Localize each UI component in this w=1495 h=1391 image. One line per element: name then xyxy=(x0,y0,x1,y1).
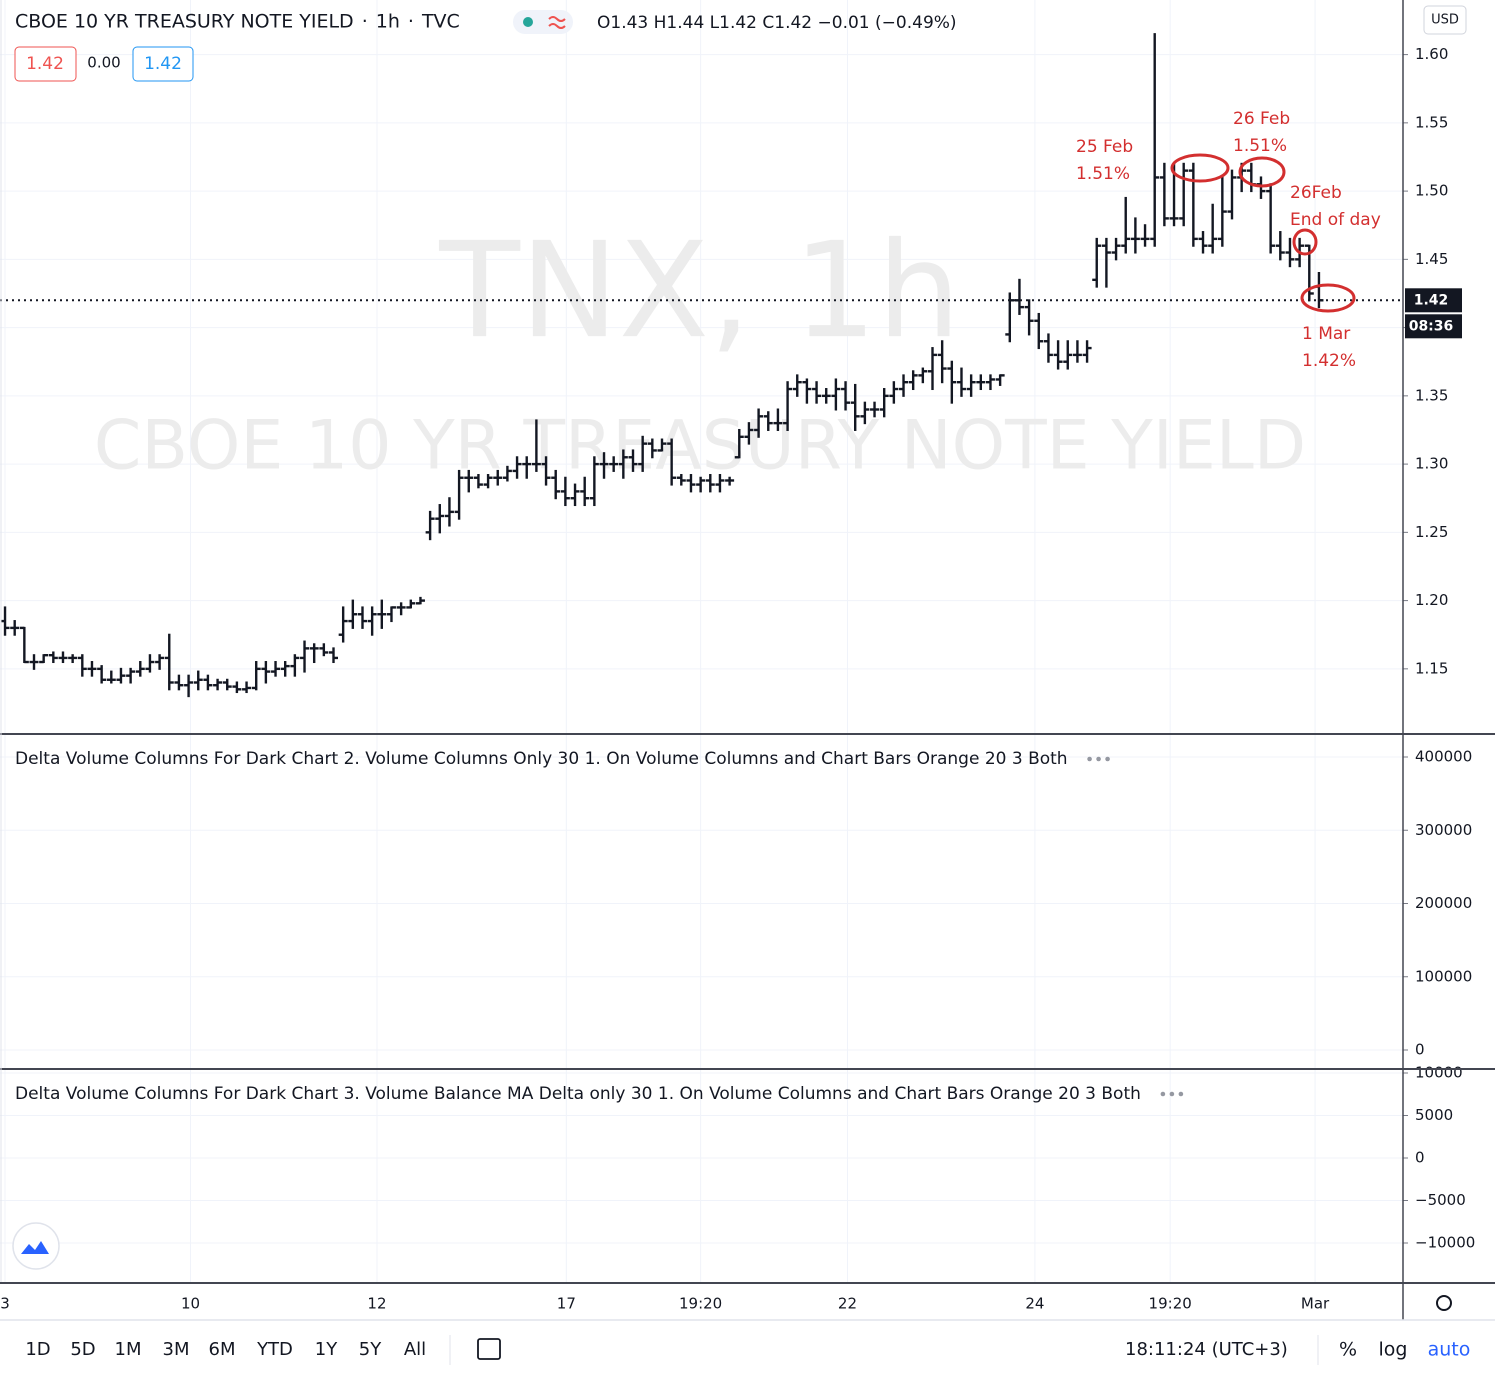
y-tick-label: −5000 xyxy=(1415,1191,1466,1209)
y-tick-label: 300000 xyxy=(1415,821,1472,839)
pane-menu-dot[interactable] xyxy=(1105,756,1110,762)
header-exchange: TVC xyxy=(421,11,460,33)
range-button[interactable]: All xyxy=(404,1339,426,1360)
pane-menu-dot[interactable] xyxy=(1178,1091,1184,1097)
annotation-text: 1.42% xyxy=(1302,351,1356,371)
y-tick-label: 1.35 xyxy=(1415,386,1448,404)
annotation-text: End of day xyxy=(1290,210,1381,230)
tv-logo[interactable] xyxy=(12,1222,60,1270)
watermark: TNX, 1h xyxy=(438,214,960,368)
annotation-text: 26Feb xyxy=(1290,183,1342,203)
range-button[interactable]: YTD xyxy=(256,1339,293,1360)
data-status-icon xyxy=(548,16,566,29)
x-tick-label: 22 xyxy=(838,1295,857,1313)
currency-box[interactable] xyxy=(1423,5,1467,35)
header-separator: · xyxy=(408,11,414,33)
status-pill xyxy=(513,10,573,34)
auto-toggle[interactable]: auto xyxy=(1428,1339,1471,1361)
range-button[interactable]: 1Y xyxy=(315,1339,338,1360)
header-separator: · xyxy=(362,11,368,33)
countdown-label: 08:36 xyxy=(1409,318,1454,334)
annotation-ellipse xyxy=(1170,153,1230,183)
tv-logo-mark[interactable] xyxy=(21,1241,49,1254)
annotation-text: 26 Feb xyxy=(1233,109,1290,129)
y-tick-label: 1.50 xyxy=(1415,182,1448,200)
y-tick-label: 1.25 xyxy=(1415,523,1448,541)
x-tick-label: 24 xyxy=(1025,1295,1044,1313)
range-button[interactable]: 1D xyxy=(25,1339,50,1360)
y-tick-label: 400000 xyxy=(1415,747,1472,765)
spread: 0.00 xyxy=(87,54,120,72)
annotation-text: 1.51% xyxy=(1076,164,1130,184)
x-tick-label: 19:20 xyxy=(1149,1295,1192,1313)
range-button[interactable]: 5D xyxy=(70,1339,95,1360)
last-price-box xyxy=(1405,288,1462,313)
x-tick-label: 19:20 xyxy=(679,1295,722,1313)
currency[interactable]: USD xyxy=(1431,13,1459,28)
y-tick-label: 1.15 xyxy=(1415,659,1448,677)
settings-icon[interactable] xyxy=(1436,1295,1452,1311)
goto-date-icon[interactable] xyxy=(477,1338,501,1360)
y-tick-label: 100000 xyxy=(1415,967,1472,985)
header-interval: 1h xyxy=(376,11,400,33)
log-toggle[interactable]: log xyxy=(1379,1339,1408,1361)
y-tick-label: 1.60 xyxy=(1415,45,1448,63)
y-tick-label: 0 xyxy=(1415,1041,1425,1059)
pane-menu-dot[interactable] xyxy=(1169,1091,1175,1097)
y-tick-label: 1.45 xyxy=(1415,250,1448,268)
pane-menu-dot[interactable] xyxy=(1087,756,1092,762)
y-tick-label: 10000 xyxy=(1415,1064,1463,1082)
bid-price: 1.42 xyxy=(26,54,64,74)
annotation-text: 25 Feb xyxy=(1076,137,1133,157)
pane-title: Delta Volume Columns For Dark Chart 2. V… xyxy=(15,749,1068,769)
annotation-text: 1.51% xyxy=(1233,136,1287,156)
symbol-title: CBOE 10 YR TREASURY NOTE YIELD xyxy=(15,11,354,33)
x-tick-label: 3 xyxy=(0,1295,10,1313)
x-tick-label: Mar xyxy=(1301,1295,1330,1313)
x-tick-label: 12 xyxy=(367,1295,386,1313)
y-tick-label: −10000 xyxy=(1415,1234,1475,1252)
y-tick-label: 200000 xyxy=(1415,894,1472,912)
ask-box xyxy=(132,46,194,82)
y-tick-label: 0 xyxy=(1415,1149,1425,1167)
clock: 18:11:24 (UTC+3) xyxy=(1125,1339,1288,1360)
pane-menu-dot[interactable] xyxy=(1096,756,1101,762)
x-tick-label: 10 xyxy=(181,1295,200,1313)
annotation-ellipse xyxy=(1292,228,1318,256)
pane-menu-dot[interactable] xyxy=(1160,1091,1166,1097)
annotation-ellipse xyxy=(1238,156,1286,188)
range-button[interactable]: 5Y xyxy=(359,1339,382,1360)
bid-box xyxy=(14,46,77,82)
last-price-label: 1.42 xyxy=(1414,292,1449,308)
countdown-box xyxy=(1405,314,1462,339)
range-button[interactable]: 6M xyxy=(209,1339,236,1360)
y-tick-label: 1.20 xyxy=(1415,591,1448,609)
market-status-dot xyxy=(523,17,533,27)
ohlc-legend: O1.43 H1.44 L1.42 C1.42 −0.01 (−0.49%) xyxy=(597,13,957,33)
percent-toggle[interactable]: % xyxy=(1339,1339,1357,1361)
y-tick-label: 5000 xyxy=(1415,1106,1453,1124)
y-tick-label: 1.55 xyxy=(1415,113,1448,131)
annotation-text: 1 Mar xyxy=(1302,324,1350,344)
annotation-ellipse xyxy=(1300,283,1356,313)
range-button[interactable]: 3M xyxy=(163,1339,190,1360)
ask-price: 1.42 xyxy=(144,54,182,74)
x-tick-label: 17 xyxy=(557,1295,576,1313)
watermark-title: CBOE 10 YR TREASURY NOTE YIELD xyxy=(94,407,1306,486)
y-tick-label: 1.30 xyxy=(1415,455,1448,473)
range-button[interactable]: 1M xyxy=(115,1339,142,1360)
pane-title: Delta Volume Columns For Dark Chart 3. V… xyxy=(15,1084,1141,1104)
